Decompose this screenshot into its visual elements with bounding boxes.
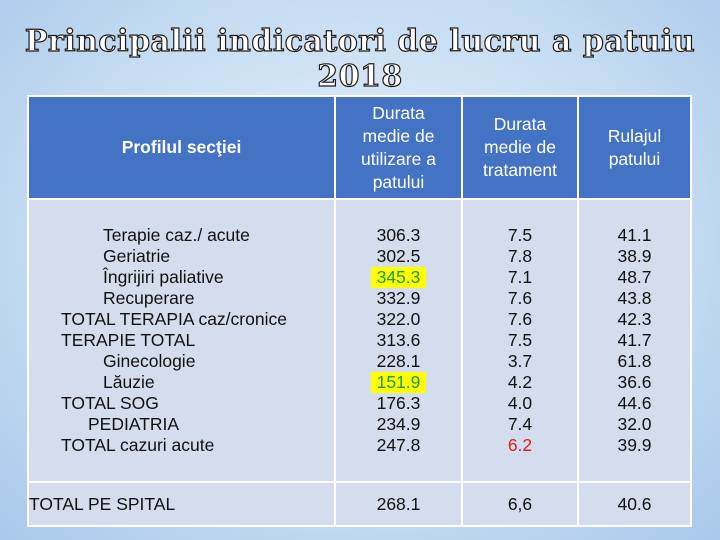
value-cell: 7.4 bbox=[507, 414, 533, 434]
highlighted-value: 151.9 bbox=[370, 372, 427, 393]
table-total-row: TOTAL PE SPITAL 268.1 6,6 40.6 bbox=[27, 481, 692, 527]
value-cell: 7.5 bbox=[507, 330, 533, 350]
total-durata-utilizare: 268.1 bbox=[334, 481, 463, 527]
value-cell-red: 6.2 bbox=[507, 435, 533, 455]
profil-list: Terapie caz./ acute Geriatrie Îngrijiri … bbox=[27, 198, 336, 483]
value-cell: 4.2 bbox=[507, 372, 533, 392]
value-cell: 7.8 bbox=[507, 246, 533, 266]
highlighted-value: 345.3 bbox=[370, 267, 427, 288]
value-cell: 32.0 bbox=[617, 414, 652, 434]
table-body-row: Terapie caz./ acute Geriatrie Îngrijiri … bbox=[27, 198, 692, 483]
list-item: TOTAL TERAPIA caz/cronice bbox=[61, 309, 287, 329]
value-cell: 39.9 bbox=[617, 435, 652, 455]
value-cell: 48.7 bbox=[617, 267, 652, 287]
value-cell: 61.8 bbox=[617, 351, 652, 371]
list-item: TOTAL cazuri acute bbox=[61, 435, 215, 455]
list-item: PEDIATRIA bbox=[88, 414, 180, 434]
value-cell: 7.1 bbox=[507, 267, 533, 287]
value-cell: 4.0 bbox=[507, 393, 533, 413]
list-item: TERAPIE TOTAL bbox=[61, 330, 196, 350]
list-item: Îngrijiri paliative bbox=[103, 267, 224, 287]
value-cell: 234.9 bbox=[376, 414, 421, 434]
header-profil: Profilul secţiei bbox=[27, 95, 336, 200]
value-cell: 41.1 bbox=[617, 225, 652, 245]
header-durata-utilizare: Durata medie de utilizare a patului bbox=[334, 95, 463, 200]
value-cell: 41.7 bbox=[617, 330, 652, 350]
value-cell: 7.5 bbox=[507, 225, 533, 245]
value-cell: 302.5 bbox=[376, 246, 421, 266]
value-cell: 7.6 bbox=[507, 309, 533, 329]
durata-utilizare-values: 306.3 302.5 345.3 332.9 322.0 313.6 228.… bbox=[334, 198, 463, 483]
page-title: Principalii indicatori de lucru a patuiu… bbox=[24, 23, 696, 94]
rulaj-values: 41.1 38.9 48.7 43.8 42.3 41.7 61.8 36.6 … bbox=[577, 198, 692, 483]
value-cell: 7.6 bbox=[507, 288, 533, 308]
value-cell: 322.0 bbox=[376, 309, 421, 329]
value-cell: 313.6 bbox=[376, 330, 421, 350]
total-durata-tratament: 6,6 bbox=[461, 481, 579, 527]
indicators-table: Profilul secţiei Durata medie de utiliza… bbox=[27, 95, 692, 527]
total-label: TOTAL PE SPITAL bbox=[27, 481, 336, 527]
value-cell: 42.3 bbox=[617, 309, 652, 329]
list-item: Geriatrie bbox=[103, 246, 171, 266]
total-rulaj: 40.6 bbox=[577, 481, 692, 527]
value-cell: 3.7 bbox=[507, 351, 533, 371]
list-item: Ginecologie bbox=[103, 351, 196, 371]
value-cell: 36.6 bbox=[617, 372, 652, 392]
value-cell: 44.6 bbox=[617, 393, 652, 413]
list-item: Lăuzie bbox=[103, 372, 155, 392]
value-cell: 228.1 bbox=[376, 351, 421, 371]
table-header-row: Profilul secţiei Durata medie de utiliza… bbox=[27, 95, 692, 200]
value-cell: 38.9 bbox=[617, 246, 652, 266]
value-cell: 247.8 bbox=[376, 435, 421, 455]
list-item: TOTAL SOG bbox=[61, 393, 159, 413]
list-item: Recuperare bbox=[103, 288, 195, 308]
durata-tratament-values: 7.5 7.8 7.1 7.6 7.6 7.5 3.7 4.2 4.0 7.4 … bbox=[461, 198, 579, 483]
value-cell: 176.3 bbox=[376, 393, 421, 413]
value-cell: 332.9 bbox=[376, 288, 421, 308]
list-item: Terapie caz./ acute bbox=[103, 225, 250, 245]
header-durata-tratament: Durata medie de tratament bbox=[461, 95, 579, 200]
header-rulaj: Rulajul patului bbox=[577, 95, 692, 200]
value-cell: 306.3 bbox=[376, 225, 421, 245]
value-cell: 43.8 bbox=[617, 288, 652, 308]
